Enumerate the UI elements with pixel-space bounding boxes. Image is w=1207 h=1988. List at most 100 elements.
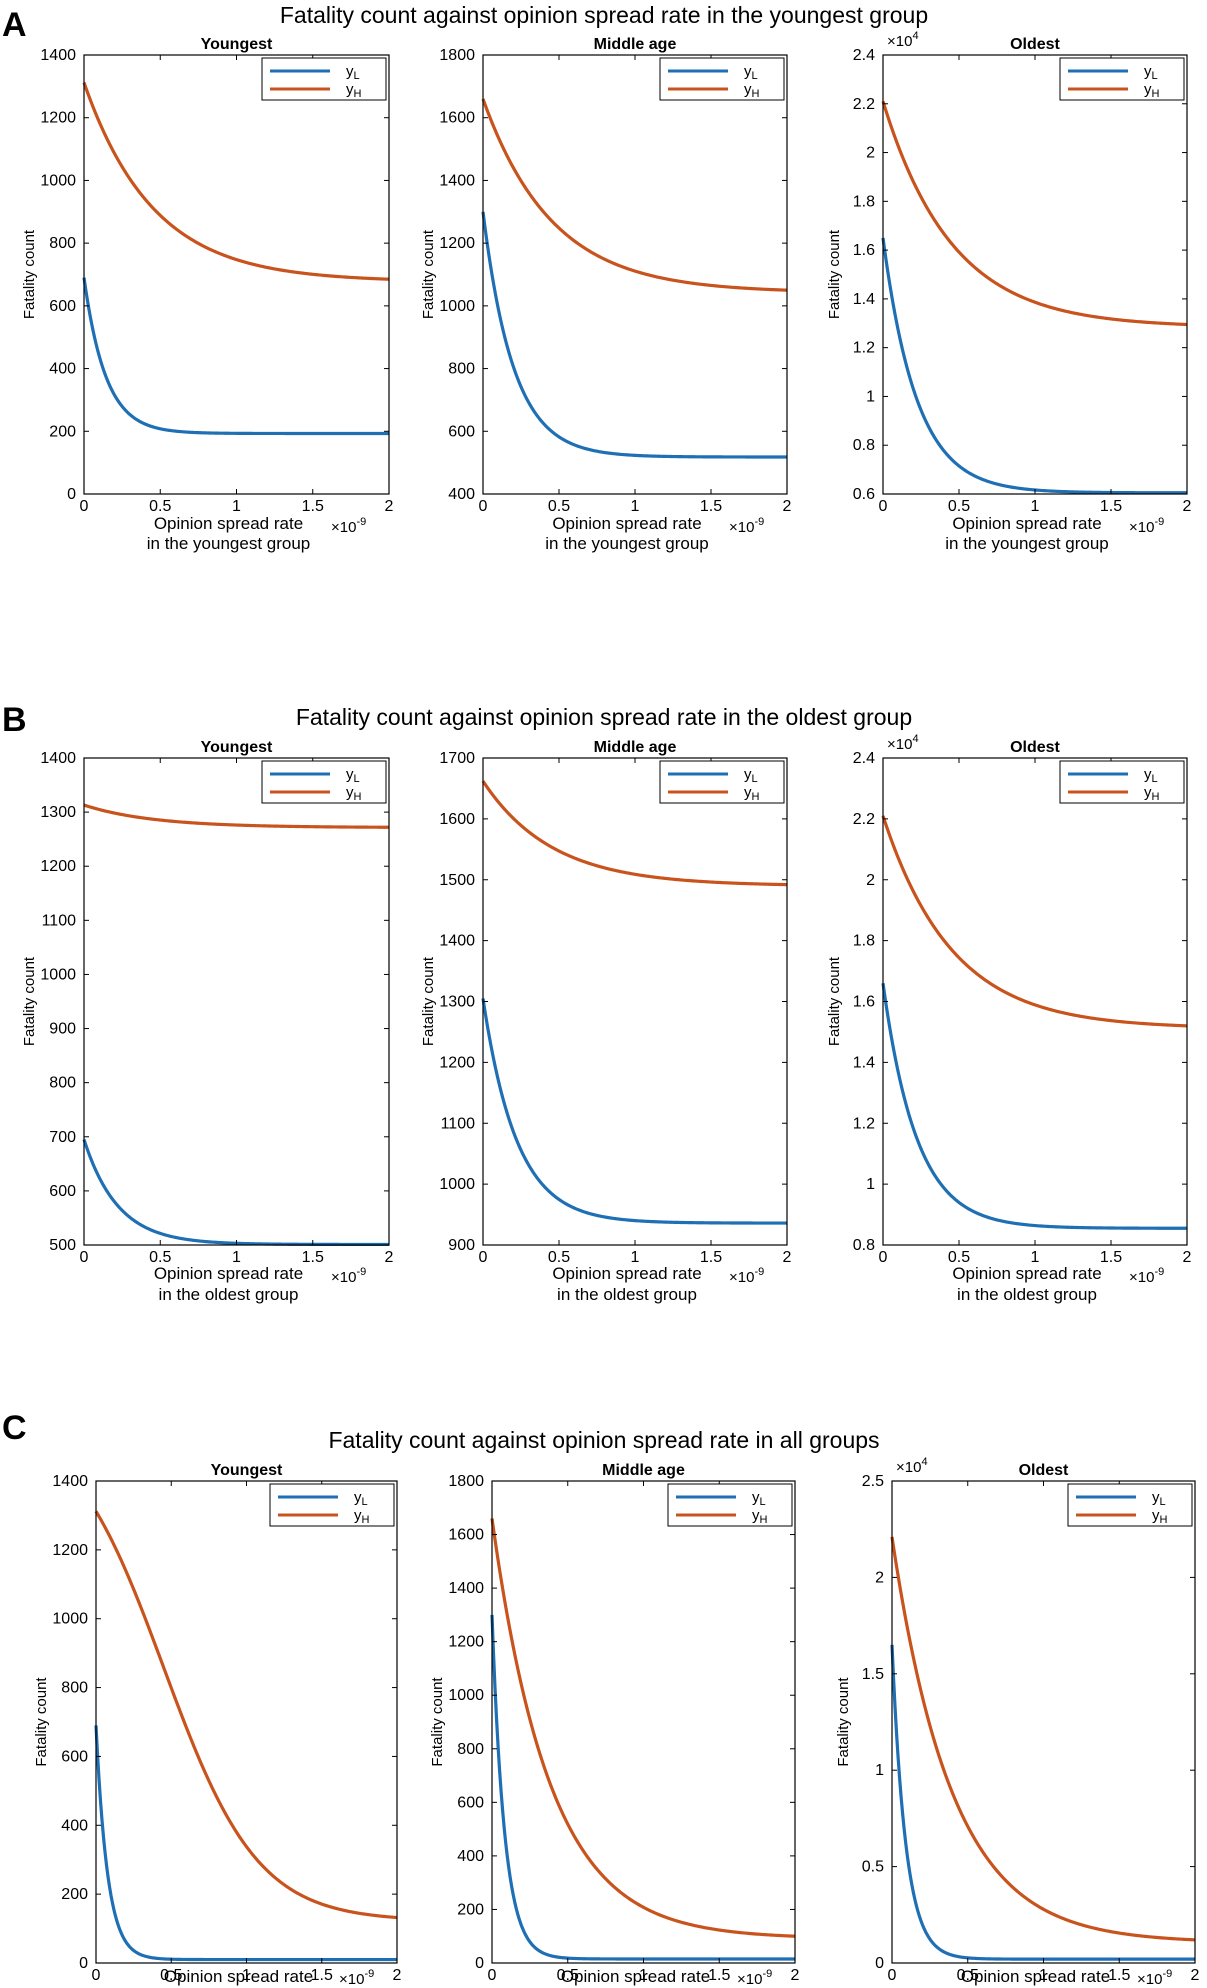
x-axis-label-line1: Opinion spread rate: [952, 514, 1101, 533]
legend-label-base: y: [752, 1489, 760, 1506]
y-axis-label: Fatality count: [21, 956, 38, 1046]
x-axis-label-line1: Opinion spread rate: [552, 1264, 701, 1283]
x-tick-label: 1: [631, 1249, 640, 1266]
x-tick-label: 0: [879, 498, 888, 515]
y-tick-label: 800: [448, 361, 475, 378]
legend-label-yH: yH: [1144, 81, 1160, 100]
panel-title: Fatality count against opinion spread ra…: [296, 704, 912, 730]
y-tick-label: 1400: [52, 1473, 88, 1490]
legend-label-base: y: [744, 81, 752, 98]
y-tick-label: 1400: [439, 933, 475, 950]
legend-label-yL: yL: [752, 1489, 766, 1508]
x-multiplier-exp: -9: [364, 1968, 374, 1980]
y-tick-label: 1000: [448, 1687, 484, 1704]
x-tick-label: 0.5: [548, 498, 570, 515]
y-tick-label: 2.4: [853, 47, 875, 64]
series-line-yL: [481, 211, 788, 459]
x-multiplier-base: ×10: [331, 519, 356, 536]
legend-label-sub: H: [752, 791, 760, 803]
x-multiplier-exp: -9: [1154, 1266, 1164, 1278]
subplot-oldest: Oldest 0 0.5 1 1.5 2 0 0.5 1 1.5 2 2.5 Fatality coun…: [835, 1456, 1200, 1988]
y-tick-label: 1.4: [853, 1054, 875, 1071]
legend-label-sub: L: [354, 773, 360, 785]
legend-label-base: y: [1144, 784, 1152, 801]
y-tick-label: 1500: [439, 872, 475, 889]
legend-label-base: y: [744, 784, 752, 801]
x-axis-label-line2: in the oldest group: [557, 1285, 697, 1304]
legend-label-sub: L: [760, 1496, 766, 1508]
series-line-yL: [94, 1725, 398, 1962]
y-tick-label: 1.2: [853, 340, 875, 357]
y-tick-label: 600: [49, 1183, 76, 1200]
legend-label-base: y: [744, 63, 752, 80]
y-tick-label: 2.2: [853, 811, 875, 828]
x-tick-label: 1: [1039, 1967, 1048, 1984]
y-tick-label: 800: [49, 1075, 76, 1092]
x-tick-label: 0: [80, 498, 89, 515]
legend-label-base: y: [1152, 1489, 1160, 1506]
x-multiplier-base: ×10: [737, 1971, 762, 1988]
y-multiplier-base: ×10: [887, 736, 912, 753]
y-axis-label: Fatality count: [429, 1677, 446, 1767]
legend-label-sub: H: [1160, 1514, 1168, 1526]
y-multiplier: ×104: [896, 1456, 928, 1476]
subplot-title: Youngest: [201, 739, 273, 756]
series-line-yL: [82, 1138, 390, 1247]
legend-label-sub: H: [1152, 88, 1160, 100]
x-tick-label: 2: [385, 498, 394, 515]
series-line-yH: [490, 1518, 796, 1938]
y-tick-label: 400: [49, 361, 76, 378]
y-tick-label: 0.8: [853, 1237, 875, 1254]
legend-label-base: y: [346, 784, 354, 801]
x-multiplier-exp: -9: [356, 516, 366, 528]
subplot-title: Youngest: [211, 1462, 283, 1479]
y-tick-label: 400: [61, 1817, 88, 1834]
legend-label-sub: H: [362, 1514, 370, 1526]
x-axis-label-line2: in the youngest group: [945, 534, 1109, 553]
axes-frame: [491, 1480, 796, 1964]
x-axis-label-line2: in the youngest group: [147, 534, 311, 553]
y-tick-label: 1000: [40, 966, 76, 983]
subplot-middle-age: Middle age 0 0.5 1 1.5 2 0 200 400 600 800 1000 1200…: [429, 1462, 800, 1988]
legend-label-yH: yH: [744, 784, 760, 803]
legend-label-yL: yL: [1152, 1489, 1166, 1508]
x-tick-label: 1: [242, 1967, 251, 1984]
y-tick-label: 1600: [439, 110, 475, 127]
x-multiplier: ×10-9: [729, 1266, 764, 1286]
series-line-yL: [481, 998, 788, 1225]
x-tick-label: 0: [479, 1249, 488, 1266]
legend-label-sub: L: [752, 773, 758, 785]
series-line-yH: [94, 1510, 398, 1920]
x-tick-label: 0.5: [548, 1249, 570, 1266]
y-tick-label: 1200: [439, 235, 475, 252]
subplot-title: Oldest: [1010, 36, 1060, 53]
legend-label-base: y: [354, 1489, 362, 1506]
x-multiplier-base: ×10: [729, 519, 754, 536]
x-multiplier-base: ×10: [1129, 519, 1154, 536]
y-multiplier: ×104: [887, 30, 919, 50]
x-tick-label: 2: [791, 1967, 800, 1984]
axes-frame: [83, 757, 390, 1246]
legend-label-yL: yL: [1144, 63, 1158, 82]
x-multiplier: ×10-9: [1129, 516, 1164, 536]
x-axis-label-line2: in all groups: [990, 1985, 1082, 1988]
x-axis-label-line1: Opinion spread rate: [154, 1264, 303, 1283]
legend-label-sub: L: [1152, 70, 1158, 82]
panel-letter: C: [2, 1409, 27, 1447]
y-multiplier-exp: 4: [912, 30, 918, 42]
x-tick-label: 1: [631, 498, 640, 515]
legend-box: [659, 760, 785, 804]
y-tick-label: 1200: [40, 110, 76, 127]
y-tick-label: 1600: [448, 1527, 484, 1544]
x-tick-label: 0: [92, 1967, 101, 1984]
x-multiplier-exp: -9: [1162, 1968, 1172, 1980]
legend-label-base: y: [354, 1507, 362, 1524]
legend-label-base: y: [346, 81, 354, 98]
y-tick-label: 1200: [439, 1054, 475, 1071]
y-tick-label: 0.5: [862, 1859, 884, 1876]
legend-label-base: y: [1144, 81, 1152, 98]
legend-label-yH: yH: [346, 784, 362, 803]
x-multiplier: ×10-9: [737, 1968, 772, 1988]
